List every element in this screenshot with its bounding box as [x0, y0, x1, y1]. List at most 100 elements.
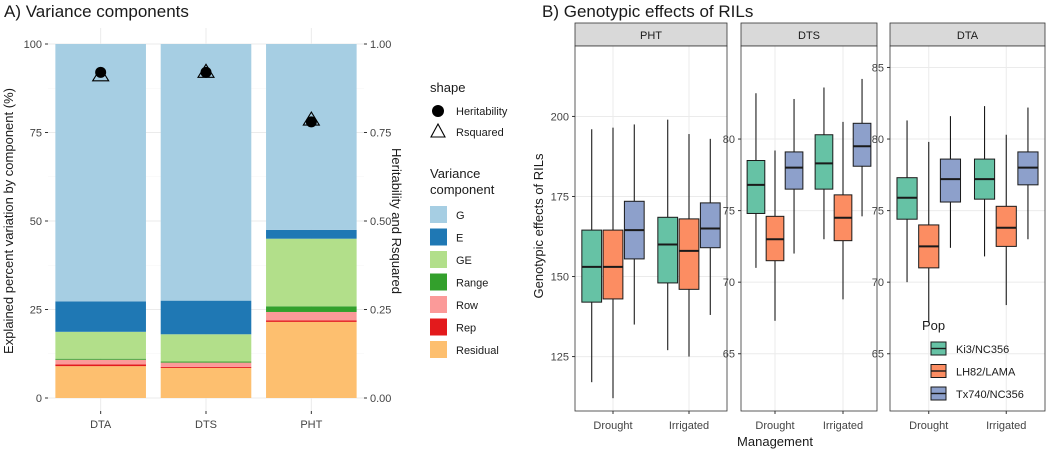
bar-dts-g [160, 44, 252, 301]
box-pht-drought-tx740-nc356 [623, 124, 645, 325]
panel-a-y-tick-label: 100 [24, 39, 42, 51]
fill-legend-label-e: E [456, 233, 463, 245]
rsquared-legend-key [430, 122, 446, 138]
pop-legend-label-ki3-nc356: Ki3/NC356 [956, 344, 1009, 356]
box-iqr [939, 158, 962, 203]
box-dta-drought-tx740-nc356 [939, 116, 962, 248]
fill-legend-label-rep: Rep [456, 323, 476, 335]
facet-border [889, 45, 1046, 412]
bar-dts-ge [160, 334, 252, 362]
facet-y-tick-label: 85 [872, 62, 884, 74]
facet-pht: PHT 125 150 175 200 Drought Irrigated [551, 22, 728, 432]
facet-y-tick-label: 80 [872, 134, 884, 146]
panel-a-x-tick-label: DTA [90, 419, 112, 431]
fill-legend-key-e [430, 228, 447, 246]
facet-x-tick-label: Irrigated [986, 420, 1026, 432]
panel-a-title: A) Variance components [4, 2, 189, 21]
facet-x-tick-label: Drought [909, 420, 948, 432]
panel-b-title: B) Genotypic effects of RILs [542, 2, 753, 21]
bar-dta-ge [55, 331, 146, 359]
box-dts-irrigated-tx740-nc356 [852, 78, 872, 217]
bar-dts-rep [160, 366, 252, 368]
facet-x-tick-label: Drought [755, 420, 794, 432]
bar-dts-range [160, 361, 252, 363]
bar-pht-rep [266, 320, 357, 322]
fill-legend-key-range [430, 273, 447, 291]
box-dts-drought-lh82-lama [765, 150, 785, 321]
box-iqr [746, 160, 766, 214]
bar-dta-e [55, 301, 146, 332]
panel-a-y-tick-label: 50 [30, 216, 42, 228]
shape-legend-title: shape [430, 80, 465, 95]
facet-dts: DTS 65 70 75 80 Drought Irrigated [723, 22, 878, 432]
pop-legend: Pop Ki3/NC356 LH82/LAMA Tx740/NC356 [922, 318, 1024, 402]
pop-legend-label-tx740-nc356: Tx740/NC356 [956, 389, 1024, 401]
panel-a-y-tick-label: 25 [30, 305, 42, 317]
facet-y-tick-label: 65 [872, 349, 884, 361]
rsquared-legend-label: Rsquared [456, 127, 504, 139]
pop-legend-title: Pop [922, 318, 945, 333]
genotypic-effects-panel: B) Genotypic effects of RILs Genotypic e… [531, 2, 1046, 449]
box-iqr [602, 229, 624, 300]
fill-legend-key-g [430, 206, 447, 223]
panel-a-y2-tick-label: 1.00 [370, 39, 391, 51]
bar-pht-row [266, 311, 357, 321]
bar-dta-range [55, 358, 146, 360]
bar-dta-rep [55, 364, 146, 367]
facet-strip-label-dts: DTS [798, 30, 820, 42]
box-iqr [784, 151, 804, 190]
bar-pht-e [266, 229, 357, 239]
box-dta-drought-lh82-lama [918, 141, 940, 323]
pop-legend-label-lh82-lama: LH82/LAMA [956, 367, 1016, 379]
panel-a-y2-tick-label: 0.25 [370, 305, 391, 317]
panel-a-y2-tick-label: 0.00 [370, 393, 391, 405]
bar-pht-ge [266, 238, 357, 307]
box-pht-drought-lh82-lama [602, 127, 624, 399]
facet-y-tick-label: 70 [723, 277, 735, 289]
facet-y-tick-label: 75 [872, 206, 884, 218]
fill-legend-title-line1: Variance [430, 166, 480, 181]
box-iqr [678, 218, 700, 290]
bar-dta-g [55, 44, 146, 302]
facet-y-tick-label: 75 [723, 206, 735, 218]
facet-border [740, 45, 878, 412]
heritability-legend-key [432, 105, 444, 117]
box-pht-irrigated-tx740-nc356 [699, 138, 721, 315]
fill-legend-label-range: Range [456, 278, 488, 290]
heritability-point-pht [305, 116, 317, 128]
fill-legend-key-ge [430, 251, 447, 268]
panel-a-legend: shape Heritability Rsquared Variance com… [430, 80, 508, 358]
box-dts-drought-tx740-nc356 [784, 98, 804, 254]
facet-border [574, 45, 728, 412]
fill-legend-title-line2: component [430, 182, 495, 197]
panel-a-y-axis-label: Explained percent variation by component… [1, 88, 16, 354]
panel-a-y2-tick-label: 0.75 [370, 128, 391, 140]
box-dta-irrigated-tx740-nc356 [1017, 107, 1039, 240]
box-pht-irrigated-ki3-nc356 [657, 119, 679, 351]
bar-dta-row [55, 359, 146, 365]
facet-x-tick-label: Drought [593, 420, 632, 432]
variance-components-panel: A) Variance components 0 25 50 75 100 0.00 0.… [1, 2, 404, 431]
facet-plot-area-dta [890, 46, 1045, 411]
facet-dta: DTA 65 70 75 80 85 Drought Irrigated [872, 22, 1046, 432]
box-pht-drought-ki3-nc356 [581, 129, 603, 383]
facet-y-tick-label: 125 [551, 352, 569, 364]
bar-dts-residual [160, 367, 252, 398]
fill-legend-key-row [430, 296, 447, 313]
bar-pht-g [266, 44, 357, 230]
fill-legend-key-rep [430, 318, 447, 336]
fill-legend-key-residual [430, 341, 447, 358]
heritability-point-dta [95, 66, 107, 78]
panel-a-y2-axis-label: Heritability and Rsquared [389, 148, 404, 294]
panel-b-x-axis-label: Management [737, 434, 813, 449]
facet-y-tick-label: 175 [551, 191, 569, 203]
bar-dts-e [160, 300, 252, 335]
panel-a-y-tick-label: 0 [36, 393, 42, 405]
facet-plot-area-dts [741, 46, 877, 411]
bar-dts-row [160, 362, 252, 367]
bar-pht-residual [266, 321, 357, 398]
facet-y-tick-label: 70 [872, 277, 884, 289]
box-dts-drought-ki3-nc356 [746, 93, 766, 268]
facet-x-tick-label: Irrigated [669, 420, 709, 432]
fill-legend-label-ge: GE [456, 255, 472, 267]
